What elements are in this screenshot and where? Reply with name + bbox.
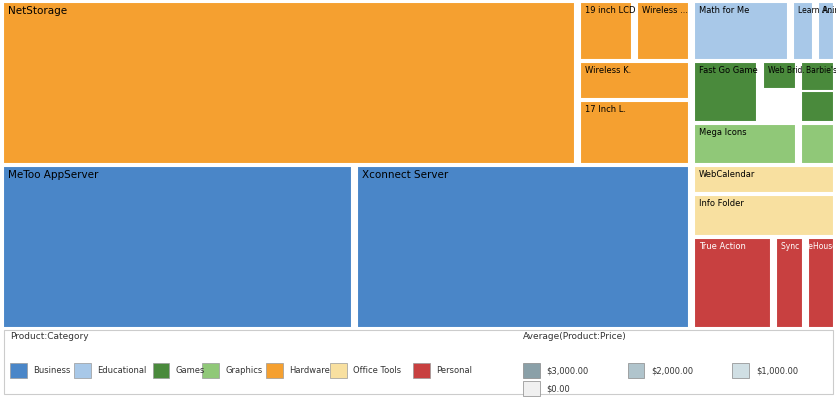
Text: Mega Icons: Mega Icons: [698, 128, 746, 137]
Text: Wireless ...: Wireless ...: [641, 6, 687, 15]
Text: Learn A...: Learn A...: [797, 6, 833, 15]
Text: $2,000.00: $2,000.00: [650, 366, 692, 375]
Bar: [693, 238, 770, 328]
Bar: [775, 238, 802, 328]
Bar: [762, 62, 795, 89]
Bar: [579, 2, 631, 60]
Bar: [636, 2, 688, 60]
Bar: [74, 363, 90, 378]
Text: Average(Product:Price): Average(Product:Price): [522, 332, 626, 341]
Bar: [693, 2, 787, 60]
Bar: [329, 363, 346, 378]
Text: Info Folder: Info Folder: [698, 199, 743, 208]
Text: WebCalendar: WebCalendar: [698, 170, 754, 179]
Text: $1,000.00: $1,000.00: [755, 366, 797, 375]
Bar: [693, 62, 757, 122]
Bar: [3, 2, 574, 164]
Text: Anim.: Anim.: [822, 6, 836, 15]
Text: NetStorage: NetStorage: [8, 6, 67, 16]
Text: Hardware: Hardware: [289, 366, 329, 375]
Text: Math for Me: Math for Me: [698, 6, 748, 15]
Text: Barbie's Fas..: Barbie's Fas..: [805, 66, 836, 75]
Bar: [792, 2, 812, 60]
Text: $3,000.00: $3,000.00: [546, 366, 588, 375]
Text: Product:Category: Product:Category: [10, 332, 89, 341]
Text: House ..: House ..: [812, 242, 836, 251]
Bar: [693, 195, 833, 236]
Text: $0.00: $0.00: [546, 384, 569, 393]
Bar: [627, 363, 644, 378]
Bar: [807, 238, 833, 328]
Bar: [693, 166, 833, 193]
Bar: [201, 363, 218, 378]
Bar: [266, 363, 283, 378]
Text: Games: Games: [176, 366, 205, 375]
Bar: [522, 381, 539, 396]
Text: Personal: Personal: [436, 366, 472, 375]
Bar: [800, 124, 833, 164]
Text: MeToo AppServer: MeToo AppServer: [8, 170, 98, 180]
Bar: [3, 166, 352, 328]
Bar: [152, 363, 169, 378]
Text: 19 inch LCD: 19 inch LCD: [584, 6, 635, 15]
Bar: [800, 91, 833, 122]
Text: Fast Go Game: Fast Go Game: [698, 66, 757, 75]
Bar: [413, 363, 430, 378]
Bar: [817, 2, 833, 60]
Text: Xconnect Server: Xconnect Server: [362, 170, 448, 180]
Text: Sync Me: Sync Me: [780, 242, 812, 251]
Bar: [693, 124, 795, 164]
Text: 17 Inch L.: 17 Inch L.: [584, 105, 625, 114]
Bar: [732, 363, 748, 378]
Bar: [800, 62, 833, 122]
Bar: [579, 101, 688, 164]
Text: True Action: True Action: [698, 242, 745, 251]
Text: Wireless K.: Wireless K.: [584, 66, 630, 75]
Text: Educational: Educational: [97, 366, 146, 375]
Bar: [579, 62, 688, 99]
Bar: [522, 363, 539, 378]
Bar: [10, 363, 27, 378]
Bar: [357, 166, 688, 328]
Text: Web Brid.: Web Brid.: [767, 66, 803, 75]
Text: Graphics: Graphics: [225, 366, 263, 375]
Text: Business: Business: [33, 366, 71, 375]
Text: Office Tools: Office Tools: [353, 366, 400, 375]
